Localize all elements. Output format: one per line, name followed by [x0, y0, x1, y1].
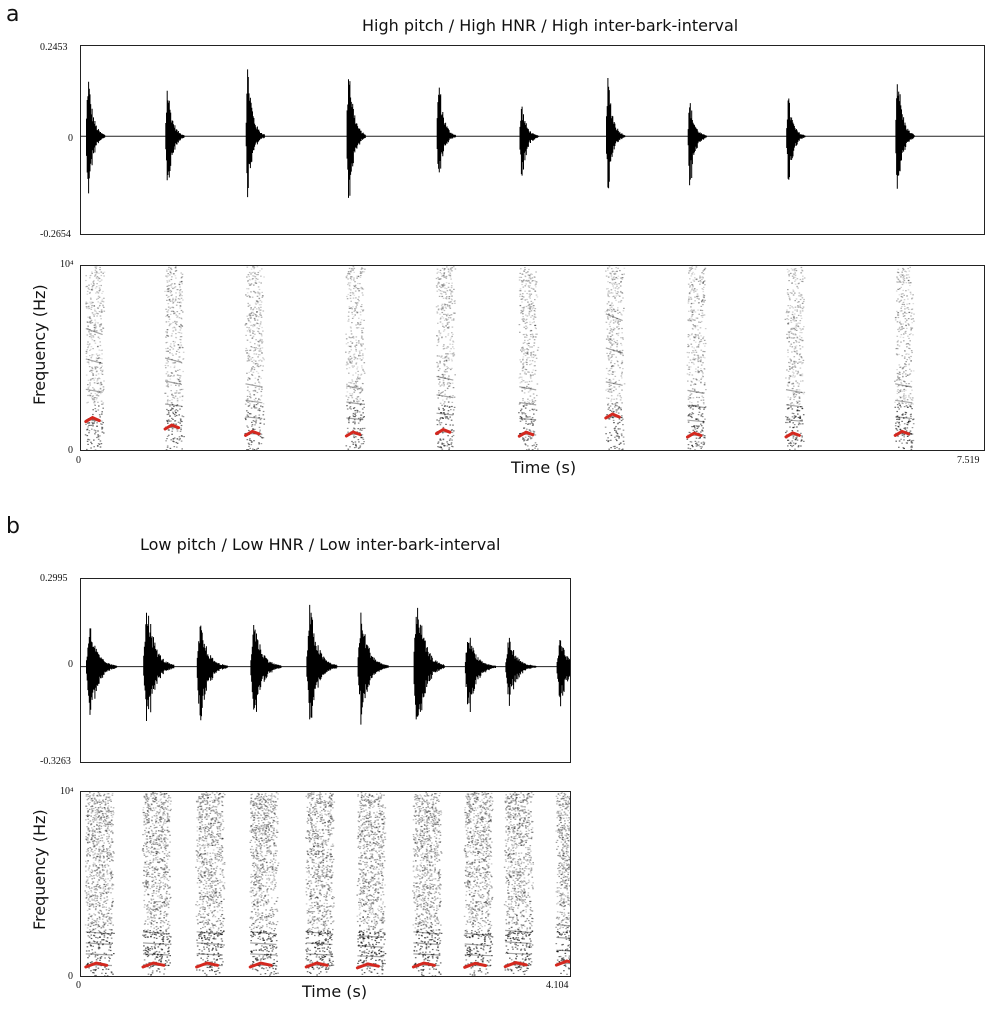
pitch-track	[141, 961, 166, 969]
pitch-track	[517, 430, 535, 438]
waveform-a-ytick-max: 0.2453	[40, 42, 68, 53]
bark-burst	[556, 640, 570, 707]
bark-spectrum	[435, 266, 457, 450]
bark-spectrum	[356, 792, 387, 976]
spectrogram-b-xlabel: Time (s)	[302, 982, 368, 1001]
pitch-track	[248, 961, 273, 969]
bark-spectrum	[503, 792, 535, 975]
pitch-track	[84, 415, 101, 424]
bark-burst	[413, 607, 445, 720]
pitch-track	[463, 961, 488, 969]
bark-burst	[143, 612, 175, 721]
pitch-track	[344, 430, 362, 438]
waveform-b-ytick-max: 0.2995	[40, 573, 68, 584]
pitch-track	[355, 962, 380, 970]
bark-burst	[464, 637, 496, 712]
spectrogram-b-ytick-zero: 0	[68, 971, 73, 982]
pitch-track	[163, 423, 180, 431]
pitch-track	[304, 961, 329, 969]
bark-burst	[165, 90, 185, 181]
spectrogram-a-ytick-zero: 0	[68, 445, 73, 456]
spectrogram-b	[84, 792, 570, 976]
bark-spectrum	[141, 792, 172, 976]
bark-burst	[250, 625, 282, 712]
bark-spectrum	[604, 266, 626, 450]
spectrogram-b-xtick-end: 4.104	[546, 980, 569, 991]
waveform-b	[81, 604, 570, 725]
bark-spectrum	[555, 792, 570, 975]
bark-burst	[606, 78, 626, 189]
bark-spectrum	[84, 792, 115, 976]
spectrogram-a-ylabel: Frequency (Hz)	[30, 284, 49, 405]
bark-spectrum	[195, 792, 226, 976]
pitch-track	[195, 961, 219, 969]
bark-spectrum	[894, 266, 915, 450]
pitch-track	[784, 431, 801, 439]
pitch-track	[435, 427, 452, 436]
bark-spectrum	[345, 266, 366, 450]
bark-burst	[86, 81, 106, 194]
panel-letter-b: b	[6, 514, 20, 539]
pitch-track	[244, 429, 261, 437]
panel-letter-a: a	[6, 2, 20, 27]
bark-burst	[346, 79, 366, 198]
bark-burst	[86, 628, 118, 715]
bark-burst	[895, 84, 915, 189]
spectrogram-a-xtick-start: 0	[76, 455, 81, 466]
waveform-b-ytick-min: -0.3263	[40, 756, 71, 767]
bark-spectrum	[244, 266, 266, 450]
spectrogram-b-ylabel: Frequency (Hz)	[30, 809, 49, 930]
spectrogram-a-ytick-max: 10⁴	[60, 259, 74, 270]
bark-spectrum	[305, 792, 336, 976]
spectrogram-b-xtick-start: 0	[76, 980, 81, 991]
bark-burst	[786, 98, 806, 180]
bark-burst	[306, 604, 338, 720]
spectrogram-a-xtick-end: 7.519	[957, 455, 980, 466]
bark-burst	[357, 612, 389, 725]
bark-spectrum	[518, 267, 540, 450]
pitch-track	[503, 961, 528, 969]
waveform-a-ytick-zero: 0	[68, 133, 73, 144]
pitch-track	[411, 961, 436, 969]
bark-spectrum	[249, 792, 280, 976]
bark-spectrum	[412, 792, 443, 976]
bark-burst	[196, 625, 228, 721]
bark-burst	[519, 106, 539, 176]
pitch-track	[84, 961, 109, 969]
waveform-b-ytick-zero: 0	[68, 659, 73, 670]
bark-burst	[505, 637, 537, 706]
pitch-track	[554, 959, 570, 967]
bark-burst	[436, 87, 456, 173]
bark-burst	[687, 103, 707, 186]
spectrogram-b-frame	[80, 791, 571, 977]
bark-burst	[245, 69, 265, 198]
waveform-a	[81, 69, 984, 198]
bark-spectrum	[84, 266, 106, 450]
pitch-track	[893, 429, 911, 437]
spectrogram-a-xlabel: Time (s)	[511, 458, 577, 477]
panel-a-title: High pitch / High HNR / High inter-bark-…	[362, 16, 739, 35]
bark-spectrum	[686, 266, 707, 450]
bark-spectrum	[164, 266, 185, 450]
spectrogram-a-frame	[80, 265, 985, 451]
pitch-track	[604, 412, 621, 420]
waveform-a-ytick-min: -0.2654	[40, 229, 71, 240]
pitch-track	[686, 431, 703, 439]
panel-b-title: Low pitch / Low HNR / Low inter-bark-int…	[140, 535, 501, 554]
bark-spectrum	[784, 266, 806, 450]
bark-spectrum	[463, 792, 494, 976]
spectrogram-b-ytick-max: 10⁴	[60, 786, 74, 797]
spectrogram-a	[84, 266, 915, 450]
